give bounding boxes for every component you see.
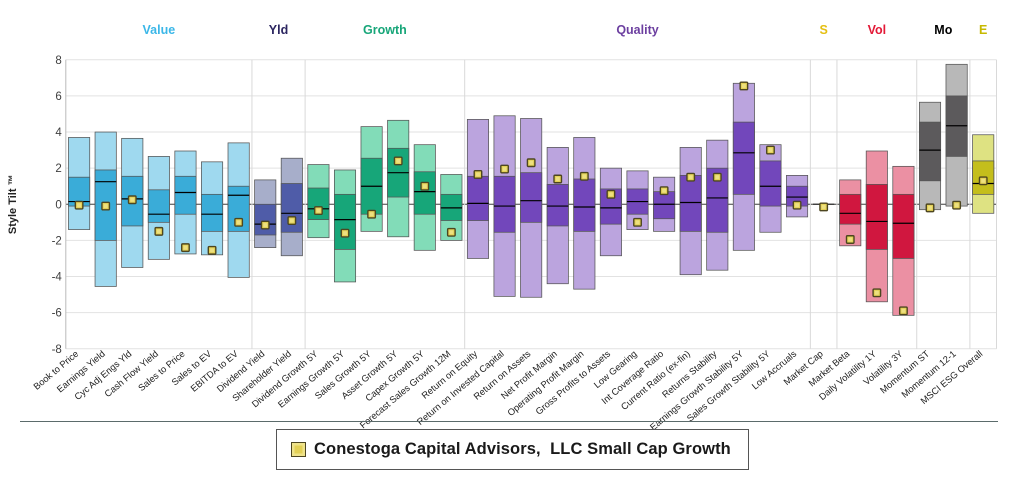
svg-text:Yld: Yld <box>269 23 288 37</box>
svg-text:Value: Value <box>143 23 176 37</box>
svg-text:2: 2 <box>55 163 61 175</box>
svg-text:S: S <box>819 23 827 37</box>
svg-text:-4: -4 <box>52 272 63 284</box>
svg-text:-2: -2 <box>52 235 62 247</box>
svg-text:-8: -8 <box>52 344 62 356</box>
svg-text:Vol: Vol <box>868 23 887 37</box>
svg-text:8: 8 <box>55 55 61 67</box>
svg-text:Style Tilt ™: Style Tilt ™ <box>7 174 19 234</box>
svg-text:6: 6 <box>55 91 61 103</box>
svg-text:E: E <box>979 23 987 37</box>
svg-text:4: 4 <box>55 127 62 139</box>
svg-text:Quality: Quality <box>616 23 658 37</box>
svg-text:-6: -6 <box>52 308 62 320</box>
svg-text:0: 0 <box>55 199 61 211</box>
svg-text:Mo: Mo <box>934 23 952 37</box>
svg-text:Growth: Growth <box>363 23 407 37</box>
